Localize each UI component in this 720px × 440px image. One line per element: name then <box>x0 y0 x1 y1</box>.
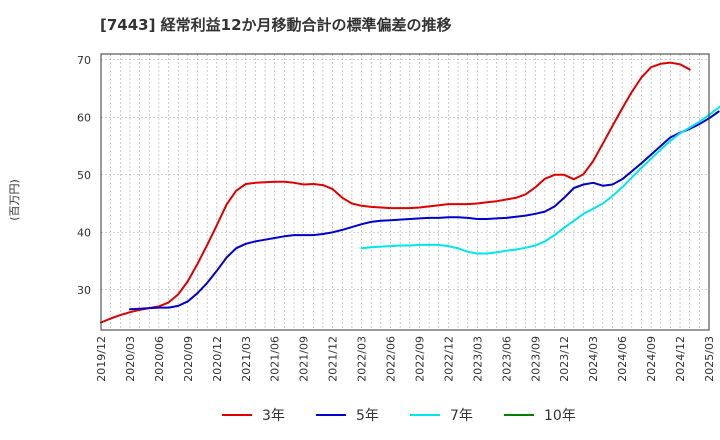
x-tick-label: 2025/03 <box>703 336 716 382</box>
x-tick-label: 2023/03 <box>471 336 484 382</box>
x-tick-label: 2021/06 <box>269 336 282 382</box>
x-tick-label: 2022/12 <box>442 336 455 382</box>
x-tick-label: 2020/09 <box>182 336 195 382</box>
x-tick-label: 2024/09 <box>645 336 658 382</box>
y-tick-label: 30 <box>77 284 91 297</box>
plot-background <box>101 54 709 330</box>
y-tick-label: 60 <box>77 111 91 124</box>
legend: 3年 5年 7年 10年 <box>222 408 576 424</box>
x-tick-label: 2023/06 <box>500 336 513 382</box>
x-tick-label: 2019/12 <box>95 336 108 382</box>
x-tick-label: 2022/03 <box>356 336 369 382</box>
y-tick-label: 40 <box>77 226 91 239</box>
chart-title: [7443] 経常利益12か月移動合計の標準偏差の推移 <box>100 16 452 34</box>
legend-label: 3年 <box>262 408 285 424</box>
x-tick-label: 2020/06 <box>153 336 166 382</box>
y-tick-label: 50 <box>77 169 91 182</box>
x-tick-label: 2024/03 <box>587 336 600 382</box>
plot-frame <box>100 53 710 331</box>
x-tick-label: 2024/06 <box>616 336 629 382</box>
legend-label: 5年 <box>356 408 379 424</box>
y-axis-label: (百万円) <box>8 179 21 221</box>
x-tick-label: 2021/12 <box>327 336 340 382</box>
series-line-7年 <box>360 105 720 255</box>
x-tick-label: 2022/06 <box>385 336 398 382</box>
grid-layer <box>101 54 709 330</box>
x-tick-labels: 2019/12 2020/03 2020/06 2020/09 2020/12 2021/… <box>95 336 716 382</box>
x-tick-label: 2021/03 <box>240 336 253 382</box>
x-tick-label: 2023/12 <box>558 336 571 382</box>
legend-label: 10年 <box>544 408 576 424</box>
x-tick-label: 2020/12 <box>211 336 224 382</box>
y-tick-labels: 30 40 50 60 70 <box>77 54 91 297</box>
series-line-3年 <box>100 61 691 324</box>
legend-label: 7年 <box>450 408 473 424</box>
x-tick-label: 2021/09 <box>298 336 311 382</box>
x-tick-label: 2024/12 <box>674 336 687 382</box>
x-tick-label: 2020/03 <box>124 336 137 382</box>
x-tick-label: 2023/09 <box>529 336 542 382</box>
series-layer <box>100 61 720 324</box>
y-tick-label: 70 <box>77 54 91 67</box>
series-line-5年 <box>129 110 720 311</box>
x-tick-label: 2022/09 <box>413 336 426 382</box>
